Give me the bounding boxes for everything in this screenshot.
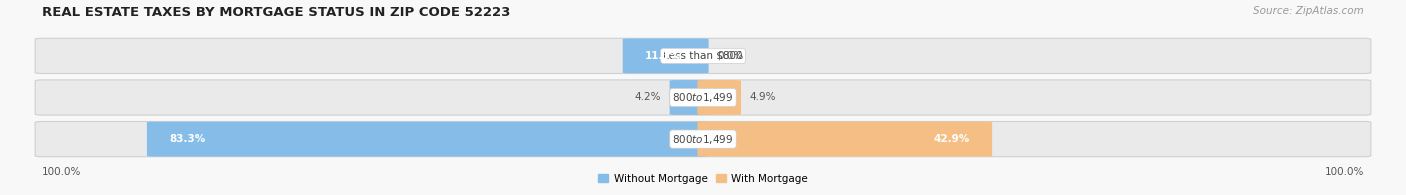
FancyBboxPatch shape xyxy=(35,121,1371,157)
Text: Less than $800: Less than $800 xyxy=(664,51,742,61)
Text: 100.0%: 100.0% xyxy=(1324,167,1364,177)
Text: 42.9%: 42.9% xyxy=(934,134,970,144)
Text: 83.3%: 83.3% xyxy=(169,134,205,144)
Text: 0.0%: 0.0% xyxy=(717,51,744,61)
Text: REAL ESTATE TAXES BY MORTGAGE STATUS IN ZIP CODE 52223: REAL ESTATE TAXES BY MORTGAGE STATUS IN … xyxy=(42,6,510,19)
FancyBboxPatch shape xyxy=(669,80,709,115)
Text: Source: ZipAtlas.com: Source: ZipAtlas.com xyxy=(1253,6,1364,16)
Text: 4.2%: 4.2% xyxy=(634,92,661,103)
FancyBboxPatch shape xyxy=(146,122,709,157)
FancyBboxPatch shape xyxy=(35,80,1371,115)
Text: 100.0%: 100.0% xyxy=(42,167,82,177)
Text: $800 to $1,499: $800 to $1,499 xyxy=(672,133,734,146)
Text: 11.3%: 11.3% xyxy=(645,51,682,61)
FancyBboxPatch shape xyxy=(697,122,993,157)
Text: 4.9%: 4.9% xyxy=(749,92,776,103)
FancyBboxPatch shape xyxy=(697,80,741,115)
Legend: Without Mortgage, With Mortgage: Without Mortgage, With Mortgage xyxy=(593,169,813,188)
FancyBboxPatch shape xyxy=(35,38,1371,74)
FancyBboxPatch shape xyxy=(623,38,709,73)
Text: $800 to $1,499: $800 to $1,499 xyxy=(672,91,734,104)
